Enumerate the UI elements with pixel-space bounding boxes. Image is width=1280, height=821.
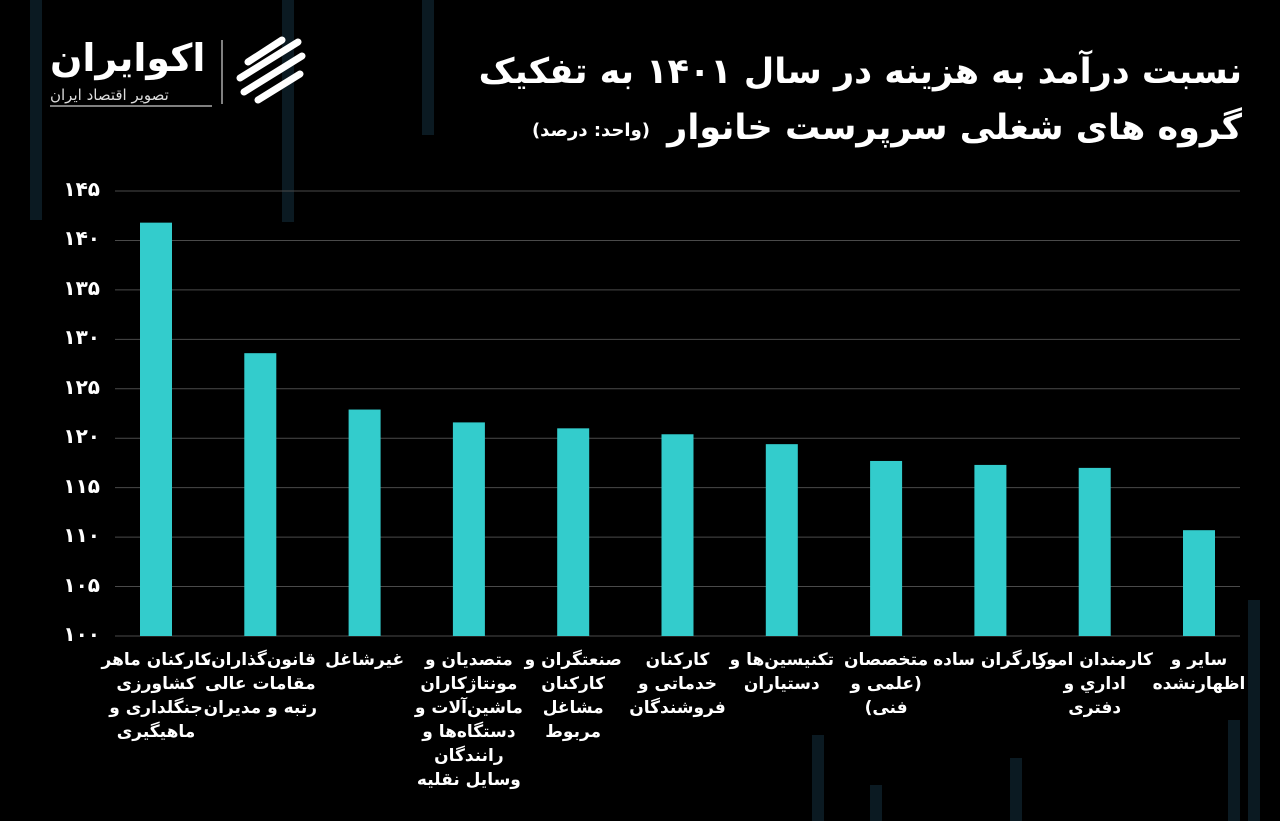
y-tick-label: ۱۳۵ <box>63 275 100 300</box>
bar <box>765 444 798 636</box>
y-tick-label: ۱۱۵ <box>63 473 100 498</box>
decor <box>30 0 1260 821</box>
bar <box>661 434 694 636</box>
chart-title: نسبت درآمد به هزینه در سال ۱۴۰۱ به تفکیک… <box>479 44 1242 156</box>
logo-mark <box>236 36 306 104</box>
x-tick-label: کارمندان امور اداري و دفتری <box>1036 650 1153 718</box>
bar <box>1078 467 1111 636</box>
x-tick-label: تکنیسین‌ها و دستیاران <box>729 650 834 694</box>
x-tick-label: کارکنان خدماتی و فروشندگان <box>629 650 726 718</box>
y-tick-label: ۱۴۵ <box>63 177 100 201</box>
x-tick-label: غیرشاغل <box>325 650 405 670</box>
logo-name: اکوایران <box>50 36 206 80</box>
y-tick-label: ۱۰۰ <box>63 622 100 646</box>
x-tick-label: متصدیان و مونتاژکاران ماشین‌آلات و دستگا… <box>414 650 523 790</box>
y-tick-label: ۱۰۵ <box>63 572 100 597</box>
x-tick-label: سایر و اظهارنشده <box>1152 650 1246 694</box>
bar <box>557 428 590 636</box>
y-tick-label: ۱۱۰ <box>63 523 100 548</box>
y-tick-label: ۱۲۵ <box>63 374 100 399</box>
title-line: گروه های شغلی سرپرست خانوار <box>667 108 1242 148</box>
x-tick-label: کارگران ساده <box>933 650 1048 670</box>
bar <box>1183 530 1215 636</box>
bar <box>140 222 172 636</box>
logo-tagline: تصویر اقتصاد ایران <box>50 86 169 104</box>
bar <box>348 409 381 636</box>
bar <box>974 464 1007 636</box>
x-tick-label: صنعتگران و کارکنان مشاغل مربوط <box>524 650 622 742</box>
x-tick-label: متخصصان (علمی و فنی) <box>844 650 929 718</box>
title-line: نسبت درآمد به هزینه در سال ۱۴۰۱ به تفکیک <box>478 52 1242 92</box>
y-tick-label: ۱۳۰ <box>63 325 100 350</box>
bar <box>870 460 903 636</box>
y-tick-label: ۱۲۰ <box>63 424 100 449</box>
bar <box>452 422 485 636</box>
bar <box>244 353 277 636</box>
x-tick-label: قانون‌گذاران، مقامات عالی رتبه و مدیران <box>203 650 318 718</box>
unit-label: (واحد: درصد) <box>531 120 650 141</box>
x-tick-label: کارکنان ماهر کشاورزی جنگلداری و ماهیگیری <box>101 650 211 742</box>
y-tick-label: ۱۴۰ <box>63 226 100 251</box>
